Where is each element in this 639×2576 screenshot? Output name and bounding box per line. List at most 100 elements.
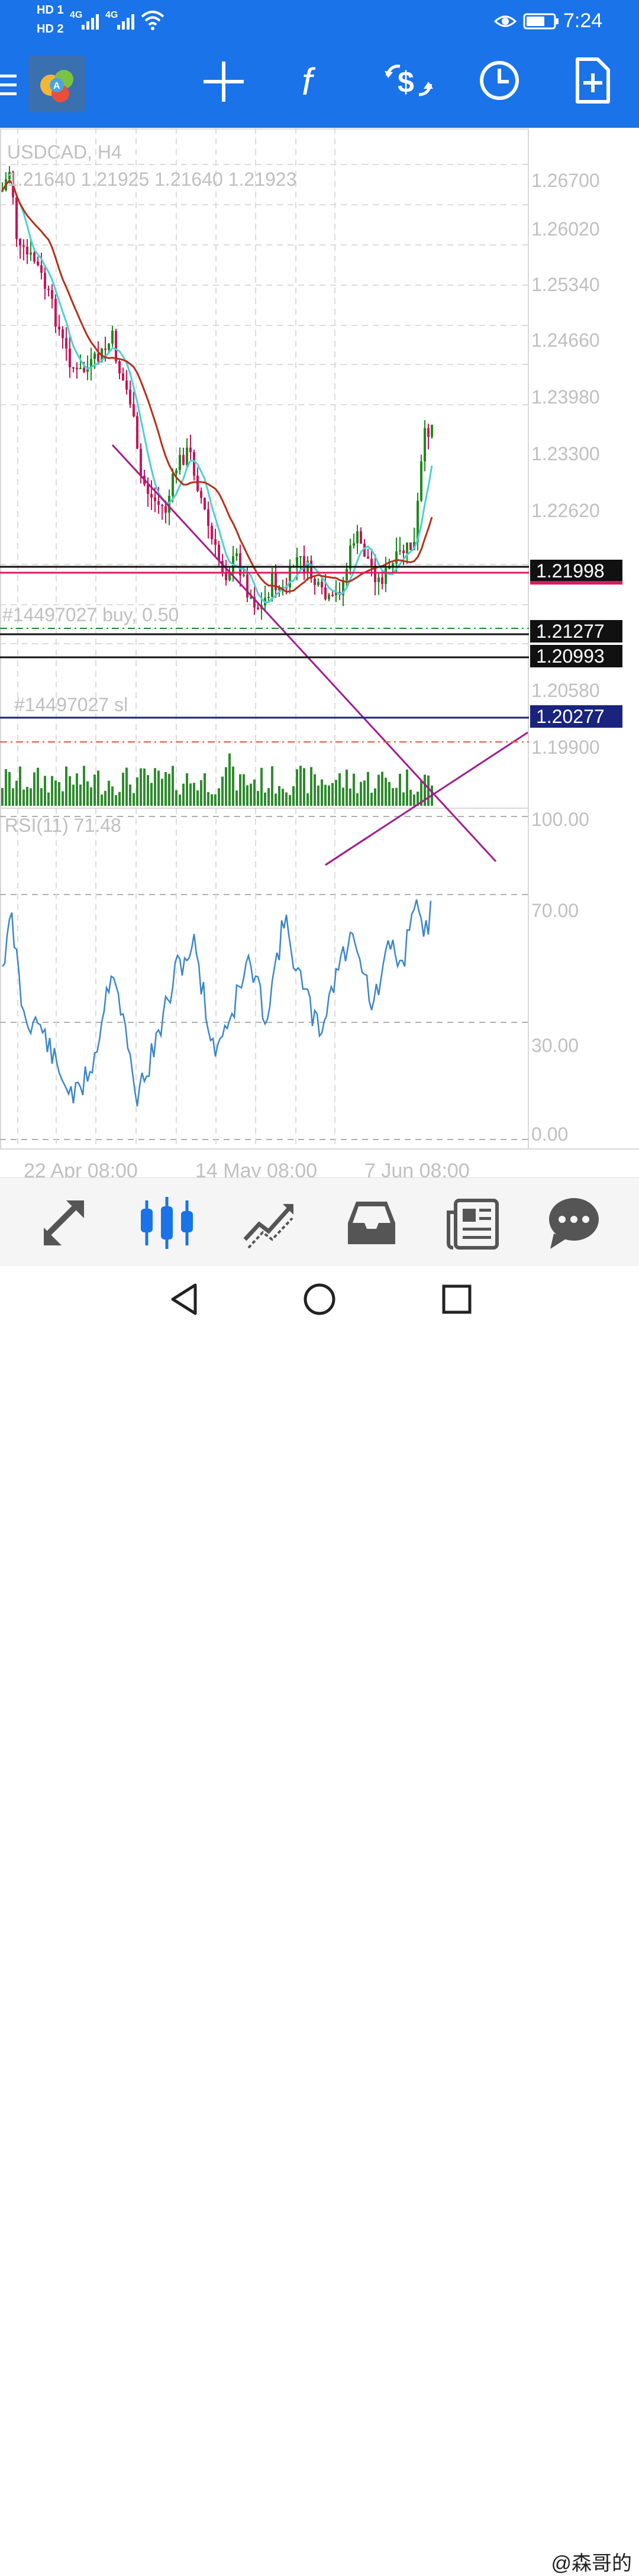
volume-bar xyxy=(417,792,419,806)
candle-body xyxy=(267,596,270,598)
volume-bar xyxy=(108,780,110,806)
status-bar: HD 1 HD 2 4G 4G 7:24 xyxy=(0,0,639,43)
volume-bar xyxy=(54,780,57,806)
volume-bar xyxy=(101,794,103,806)
candle-body xyxy=(420,461,422,501)
volume-bar xyxy=(172,766,174,806)
candle-body xyxy=(353,543,355,546)
candle-body xyxy=(65,338,67,349)
volume-bar xyxy=(168,773,170,806)
volume-bar xyxy=(235,790,238,806)
candle-body xyxy=(33,252,36,262)
trendline-descending[interactable] xyxy=(111,444,497,863)
volume-bar xyxy=(299,766,302,806)
candle-body xyxy=(253,597,256,608)
volume-bar xyxy=(65,766,67,806)
volume-bar xyxy=(69,776,71,806)
volume-bar xyxy=(86,781,89,806)
volume-bar xyxy=(218,788,220,806)
candle-body xyxy=(278,587,280,590)
candle-body xyxy=(409,543,412,550)
candle-body xyxy=(392,563,394,568)
candle-body xyxy=(136,416,138,449)
volume-bar xyxy=(161,779,163,806)
candle-body xyxy=(44,273,46,289)
clock-icon[interactable] xyxy=(478,59,521,102)
candle-body xyxy=(196,475,199,491)
volume-bar xyxy=(377,774,380,806)
volume-bar xyxy=(239,774,241,806)
quotes-icon[interactable] xyxy=(38,1195,95,1251)
indicators-icon[interactable]: f xyxy=(296,58,337,105)
price-tick: 1.23300 xyxy=(531,443,600,464)
candle-body xyxy=(381,577,383,585)
candle-body xyxy=(93,353,96,359)
candle-body xyxy=(125,380,128,390)
volume-bar xyxy=(83,766,85,806)
candle-body xyxy=(186,447,188,465)
trade-icon[interactable]: $ xyxy=(382,58,435,105)
signal-icon: 4G 4G xyxy=(70,10,134,30)
candle-body xyxy=(374,565,376,582)
new-document-icon[interactable] xyxy=(574,57,612,104)
app-logo[interactable]: A xyxy=(28,56,85,112)
candle-body xyxy=(164,506,167,513)
rsi-tick: 30.00 xyxy=(531,1035,579,1056)
price-tag-sl-text: 1.20277 xyxy=(536,706,605,727)
price-chart[interactable]: USDCAD, H4 1.21640 1.21925 1.21640 1.219… xyxy=(0,124,639,1182)
hd-indicator-2: HD 2 xyxy=(37,22,64,35)
volume-bar xyxy=(342,787,344,806)
candle-body xyxy=(133,404,135,417)
candle-body xyxy=(69,348,71,367)
back-icon[interactable] xyxy=(168,1281,201,1317)
candle-body xyxy=(76,367,78,369)
candle-body xyxy=(15,197,18,239)
candle-body xyxy=(129,389,131,405)
volume-bar xyxy=(193,783,195,806)
volume-bar xyxy=(353,773,355,806)
bottom-navigation xyxy=(0,1177,639,1267)
candle-body xyxy=(314,578,316,585)
news-icon[interactable] xyxy=(445,1195,502,1251)
volume-bar xyxy=(310,767,312,806)
volume-bar xyxy=(62,791,64,806)
volume-bar xyxy=(363,780,366,806)
candle-body xyxy=(150,493,153,498)
system-navigation: @森哥的 xyxy=(0,1266,639,2575)
home-icon[interactable] xyxy=(302,1281,337,1317)
volume-bar xyxy=(232,766,234,806)
volume-bar xyxy=(225,767,227,806)
volume-bar xyxy=(285,792,288,806)
candle-body xyxy=(406,543,408,554)
recents-icon[interactable] xyxy=(440,1283,473,1316)
candle-body xyxy=(331,595,334,596)
symbol-label: USDCAD, H4 xyxy=(7,141,122,163)
volume-bar xyxy=(267,787,270,806)
volume-bar xyxy=(211,794,213,806)
chart-icon[interactable] xyxy=(138,1195,195,1251)
volume-bar xyxy=(271,766,273,806)
volume-bar xyxy=(129,785,131,806)
price-tick: 1.24660 xyxy=(531,330,600,351)
candle-body xyxy=(321,582,323,587)
svg-text:$: $ xyxy=(398,66,414,99)
volume-bar xyxy=(115,795,117,806)
inbox-icon[interactable] xyxy=(343,1195,400,1251)
candle-body xyxy=(154,497,156,501)
crosshair-icon[interactable] xyxy=(202,60,245,103)
eye-icon xyxy=(493,15,517,27)
volume-bar xyxy=(196,790,199,806)
trade-history-icon[interactable] xyxy=(241,1195,298,1251)
candle-body xyxy=(275,573,277,590)
candle-body xyxy=(193,452,195,476)
ohlc-label: 1.21640 1.21925 1.21640 1.21923 xyxy=(7,169,296,190)
chart-area[interactable]: USDCAD, H4 1.21640 1.21925 1.21640 1.219… xyxy=(0,124,639,1182)
candle-body xyxy=(115,330,117,361)
volume-bar xyxy=(346,769,348,806)
volume-bar xyxy=(335,780,337,806)
volume-bar xyxy=(370,792,373,806)
candle-body xyxy=(172,473,174,496)
menu-icon[interactable] xyxy=(0,72,21,98)
chat-icon[interactable] xyxy=(546,1195,602,1251)
volume-bar xyxy=(111,786,114,806)
